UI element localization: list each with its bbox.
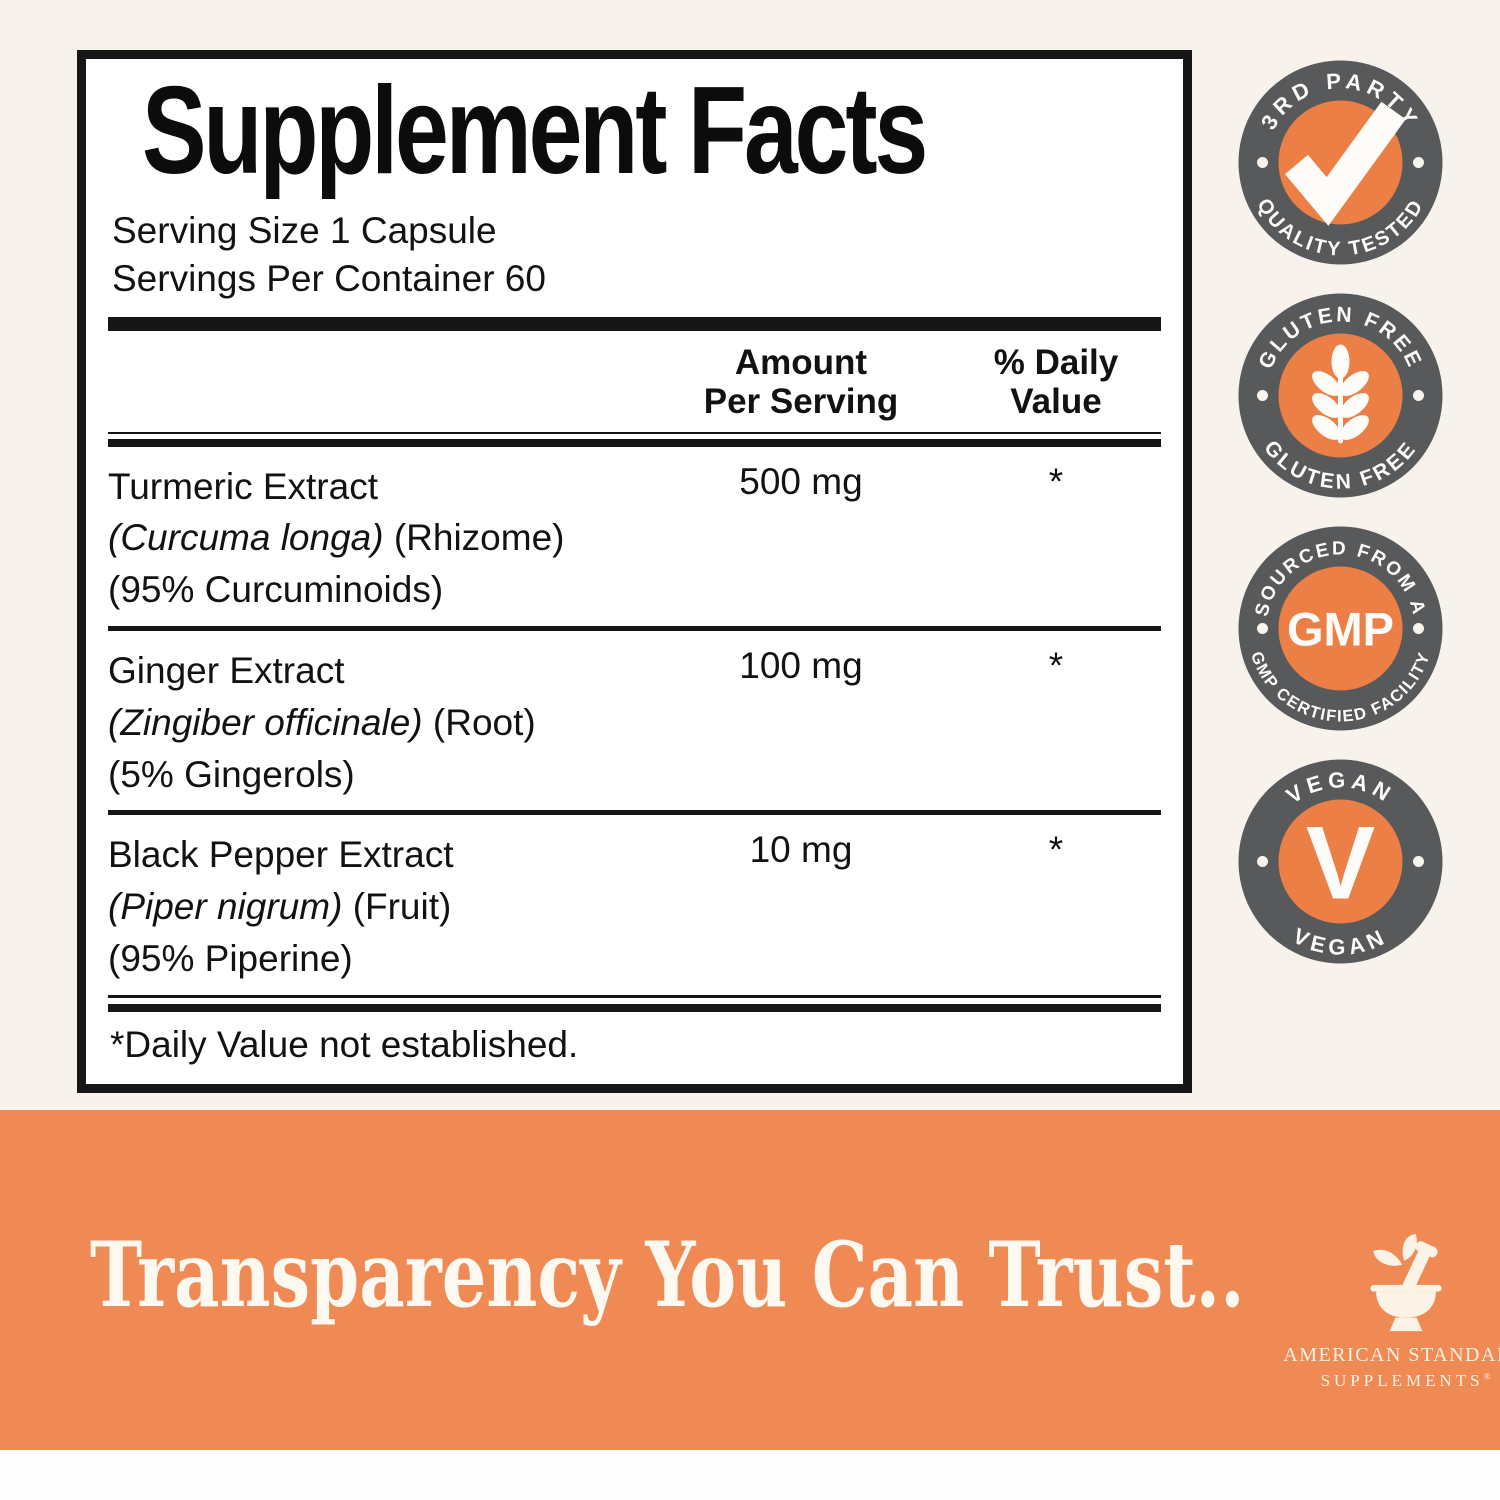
header-spacer bbox=[108, 343, 651, 421]
badge-gmp-certified: SOURCED FROM A GMP CERTIFIED FACILITY GM… bbox=[1238, 526, 1443, 731]
daily-value: * bbox=[1048, 829, 1064, 871]
supplement-facts-panel: Supplement Facts Serving Size 1 Capsule … bbox=[77, 50, 1192, 1093]
divider-header bbox=[108, 431, 1161, 447]
badge-dot bbox=[1413, 157, 1424, 168]
gmp-text: GMP bbox=[1287, 603, 1394, 656]
ingredient-row-turmeric: Turmeric Extract (Curcuma longa) (Rhizom… bbox=[108, 447, 1161, 626]
mortar-pestle-icon bbox=[1369, 1233, 1442, 1332]
brand-name-line2: SUPPLEMENTS bbox=[1320, 1371, 1484, 1390]
daily-value: * bbox=[1048, 460, 1064, 502]
footnote: *Daily Value not established. bbox=[110, 1023, 579, 1065]
daily-value: * bbox=[1048, 644, 1064, 686]
badge-dot bbox=[1413, 623, 1424, 634]
banner-headline: Transparency You Can Trust.. bbox=[90, 1222, 1245, 1328]
brand-logo: AMERICAN STANDARD SUPPLEMENTS® bbox=[1283, 1230, 1500, 1391]
wheat-icon bbox=[1312, 344, 1369, 444]
header-daily-value: % Daily Value bbox=[993, 343, 1119, 422]
badge-vegan: VEGAN VEGAN V bbox=[1238, 759, 1443, 964]
badge-dot bbox=[1257, 623, 1268, 634]
divider-row-2 bbox=[108, 810, 1161, 816]
divider-footnote bbox=[108, 994, 1161, 1012]
ingredient-row-ginger: Ginger Extract (Zingiber officinale) (Ro… bbox=[108, 631, 1161, 810]
bottom-white-strip bbox=[0, 1450, 1500, 1500]
badge-dot bbox=[1413, 390, 1424, 401]
badge-gluten-free: GLUTEN FREE GLUTEN FREE bbox=[1238, 293, 1443, 498]
registered-mark: ® bbox=[1483, 1371, 1491, 1382]
ingredient-part: (Rhizome) bbox=[393, 517, 565, 559]
ingredient-row-black-pepper: Black Pepper Extract (Piper nigrum) (Fru… bbox=[108, 815, 1161, 994]
ingredient-standardization: (5% Gingerols) bbox=[108, 753, 355, 795]
checkmark-icon bbox=[1285, 101, 1406, 226]
certification-badges: 3RD PARTY QUALITY TESTED GLUTEN FREE GLU… bbox=[1238, 60, 1443, 992]
brand-name-line1: AMERICAN STANDARD bbox=[1283, 1344, 1500, 1366]
vegan-v-text: V bbox=[1306, 806, 1375, 922]
amount-value: 100 mg bbox=[739, 644, 863, 686]
servings-per-container: Servings Per Container 60 bbox=[112, 258, 546, 300]
ingredient-latin: (Piper nigrum) bbox=[108, 886, 343, 928]
panel-title: Supplement Facts bbox=[142, 62, 928, 200]
ingredient-part: (Root) bbox=[432, 701, 536, 743]
badge-dot bbox=[1257, 856, 1268, 867]
amount-value: 500 mg bbox=[739, 460, 863, 502]
badge-3rd-party-quality-tested: 3RD PARTY QUALITY TESTED bbox=[1238, 60, 1443, 265]
badge-dot bbox=[1413, 856, 1424, 867]
badge-dot bbox=[1257, 157, 1268, 168]
table-header: Amount Per Serving % Daily Value bbox=[108, 331, 1161, 431]
divider-row-1 bbox=[108, 625, 1161, 631]
ingredient-standardization: (95% Curcuminoids) bbox=[108, 569, 444, 611]
serving-size: Serving Size 1 Capsule bbox=[112, 210, 497, 251]
ingredient-latin: (Zingiber officinale) bbox=[108, 701, 423, 743]
ingredient-part: (Fruit) bbox=[352, 886, 452, 928]
ingredient-name: Turmeric Extract bbox=[108, 465, 378, 507]
amount-value: 10 mg bbox=[749, 829, 853, 871]
ingredient-name: Black Pepper Extract bbox=[108, 834, 454, 876]
ingredient-name: Ginger Extract bbox=[108, 649, 345, 691]
badge-dot bbox=[1257, 390, 1268, 401]
ingredient-latin: (Curcuma longa) bbox=[108, 517, 384, 559]
divider-top-thick bbox=[108, 317, 1161, 332]
header-amount: Amount Per Serving bbox=[703, 343, 899, 422]
badge-core bbox=[1278, 566, 1403, 691]
bottom-banner: Transparency You Can Trust.. AMERICAN ST… bbox=[0, 1110, 1500, 1450]
ingredient-standardization: (95% Piperine) bbox=[108, 937, 353, 979]
badge-core bbox=[1278, 799, 1403, 924]
